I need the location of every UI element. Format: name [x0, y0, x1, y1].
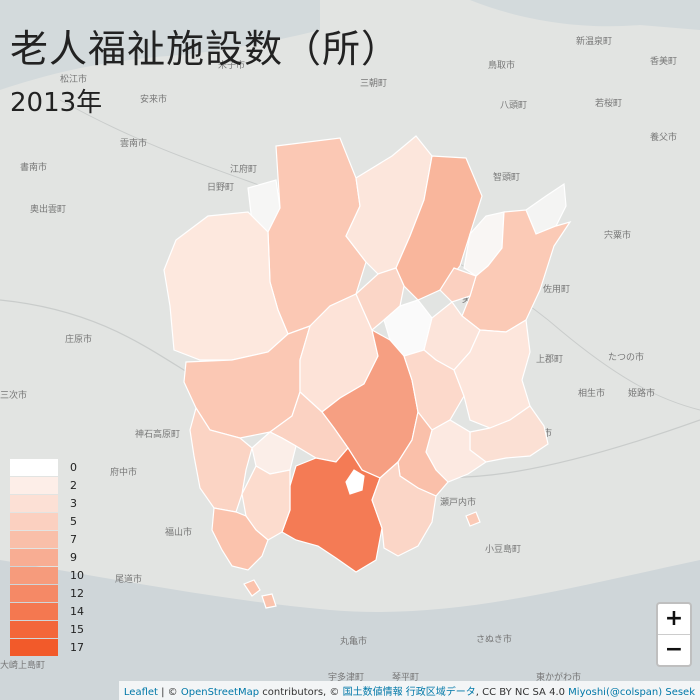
legend-swatch [10, 476, 58, 494]
legend-swatch [10, 584, 58, 602]
place-label: 府中市 [110, 466, 137, 478]
region-municipality[interactable] [355, 267, 405, 331]
legend-swatch [10, 512, 58, 530]
region-municipality[interactable] [395, 155, 483, 301]
place-label: 江府町 [230, 163, 257, 175]
place-label: 三次市 [0, 389, 27, 401]
legend-swatch [10, 638, 58, 656]
author-link[interactable]: Miyoshi(@colspan) Sesek [568, 687, 695, 698]
place-label: 庄原市 [65, 333, 92, 345]
place-label: 神石高原町 [135, 428, 180, 440]
place-label: 姫路市 [628, 387, 655, 399]
legend-item: 14 [10, 602, 84, 620]
attribution-license: , CC BY NC SA 4.0 [475, 687, 569, 698]
legend-label: 12 [70, 586, 84, 600]
legend-swatch [10, 548, 58, 566]
place-label: 小豆島町 [485, 543, 521, 555]
legend-swatch [10, 566, 58, 584]
place-label: 養父市 [650, 131, 677, 143]
place-label: 書南市 [20, 161, 47, 173]
region-municipality[interactable] [371, 460, 437, 557]
legend-swatch [10, 620, 58, 638]
place-label: 雲南市 [120, 137, 147, 149]
region-municipality[interactable] [189, 406, 253, 513]
place-label: 尾道市 [115, 573, 142, 585]
place-label: 福山市 [165, 526, 192, 538]
legend-label: 10 [70, 568, 84, 582]
legend-label: 2 [70, 478, 77, 492]
region-municipality[interactable] [345, 469, 365, 495]
legend-item: 2 [10, 476, 84, 494]
legend-label: 0 [70, 460, 77, 474]
attribution-text: contributors, © [259, 687, 343, 698]
legend-item: 7 [10, 530, 84, 548]
legend-label: 7 [70, 532, 77, 546]
zoom-out-button[interactable]: − [658, 634, 690, 665]
legend: 0 2 3 5 7 9 10 12 14 15 17 [10, 458, 84, 656]
legend-swatch [10, 530, 58, 548]
legend-label: 3 [70, 496, 77, 510]
place-label: たつの市 [608, 351, 644, 363]
zoom-in-button[interactable]: + [664, 606, 684, 631]
place-label: 東かがわ市 [536, 671, 581, 683]
kokudo-link[interactable]: 国土数値情報 行政区域データ [342, 687, 476, 698]
legend-label: 15 [70, 622, 84, 636]
place-label: 若桜町 [595, 97, 622, 109]
legend-swatch [10, 458, 58, 476]
place-label: 瀬戸内市 [440, 496, 476, 508]
legend-item: 3 [10, 494, 84, 512]
legend-swatch [10, 602, 58, 620]
basemap-sea-northeast [470, 0, 700, 30]
place-label: 大崎上島町 [0, 659, 45, 671]
place-label: 上郡町 [536, 354, 563, 365]
basemap-sea [0, 560, 700, 700]
place-label: 香美町 [650, 55, 677, 67]
attribution-separator: | © [157, 687, 181, 698]
place-label: 日野町 [207, 182, 234, 193]
place-label: 佐用町 [543, 283, 570, 295]
region-island [243, 579, 261, 597]
region-municipality[interactable] [439, 267, 477, 303]
legend-label: 14 [70, 604, 84, 618]
place-label: 奥出雲町 [30, 203, 66, 215]
page-subtitle: 2013年 [10, 88, 103, 118]
prefecture-regions [163, 135, 572, 609]
legend-swatch [10, 494, 58, 512]
place-label: 丸亀市 [340, 635, 367, 647]
place-label: さぬき市 [476, 633, 512, 645]
leaflet-link[interactable]: Leaflet [123, 687, 158, 698]
region-island [261, 593, 277, 609]
place-label: 宇多津町 [328, 671, 364, 683]
place-label: 相生市 [578, 387, 605, 399]
map-attribution: Leaflet | © OpenStreetMap contributors, … [118, 681, 700, 700]
region-island [465, 511, 481, 527]
osm-link[interactable]: OpenStreetMap [180, 687, 260, 698]
legend-item: 12 [10, 584, 84, 602]
legend-label: 5 [70, 514, 77, 528]
legend-item: 10 [10, 566, 84, 584]
legend-label: 9 [70, 550, 77, 564]
legend-item: 9 [10, 548, 84, 566]
region-municipality[interactable] [211, 507, 269, 571]
place-label: 八頭町 [500, 100, 527, 111]
place-label: 新温泉町 [576, 35, 612, 47]
place-label: 智頭町 [493, 171, 520, 183]
legend-item: 0 [10, 458, 84, 476]
legend-item: 15 [10, 620, 84, 638]
basemap-sea-north [0, 0, 320, 90]
place-label: 琴平町 [392, 672, 419, 683]
legend-item: 5 [10, 512, 84, 530]
place-label: 宍粟市 [604, 229, 631, 241]
legend-item: 17 [10, 638, 84, 656]
place-label: 三朝町 [360, 78, 387, 89]
place-label: 松江市 [60, 73, 87, 85]
zoom-control: + − [656, 602, 692, 667]
legend-label: 17 [70, 640, 84, 654]
page-title: 老人福祉施設数（所） [10, 27, 401, 71]
place-label: 安来市 [140, 93, 167, 105]
place-label: 米子市 [218, 59, 245, 71]
place-label: 鳥取市 [488, 59, 515, 71]
